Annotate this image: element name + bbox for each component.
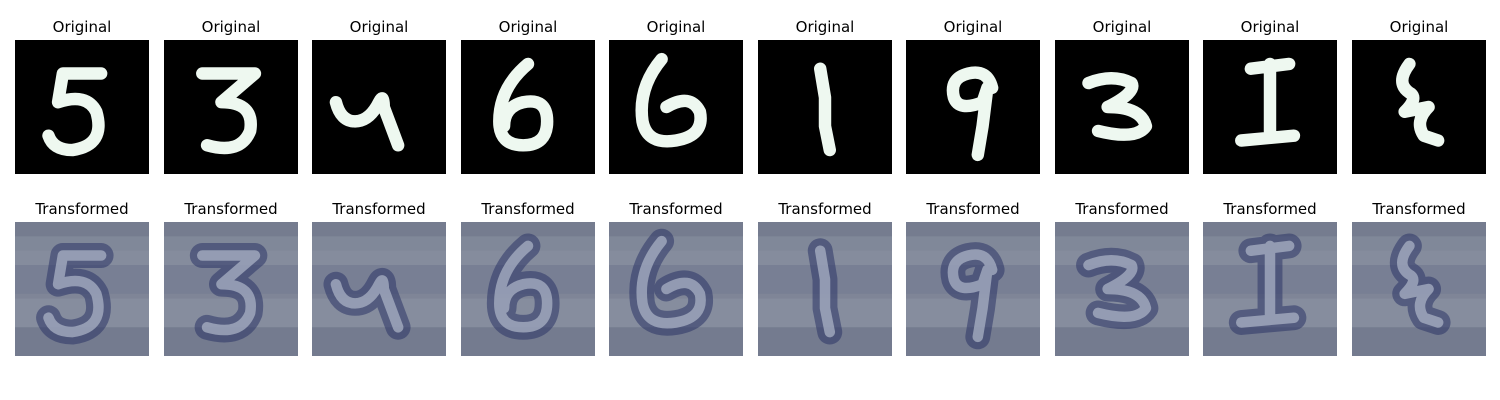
original-digit-image [461,40,595,174]
transformed-caption: Transformed [629,200,723,218]
original-digit-image [1055,40,1189,174]
digit-stroke [813,62,837,157]
original-caption: Original [1240,18,1300,36]
transformed-digit-image [1352,222,1486,356]
digit-stroke [494,240,553,333]
transformed-digit-image [906,222,1040,356]
transformed-digit-image [758,222,892,356]
original-digit-image [906,40,1040,174]
digit-stroke [196,67,262,155]
original-digit-image [1203,40,1337,174]
transformed-caption: Transformed [35,200,129,218]
digit-stroke [1082,72,1153,141]
transformed-caption: Transformed [778,200,872,218]
digit-stroke [197,250,261,336]
digit-stroke [1083,255,1152,323]
digit-stroke [329,92,405,152]
digit-stroke [1236,240,1300,328]
transformed-caption: Transformed [1372,200,1466,218]
original-caption: Original [795,18,855,36]
transformed-digit-image [1055,222,1189,356]
original-digit-image [15,40,149,174]
original-digit-image [164,40,298,174]
original-caption: Original [943,18,1003,36]
original-caption: Original [498,18,558,36]
original-caption: Original [349,18,409,36]
original-caption: Original [646,18,706,36]
transformed-digit-image [164,222,298,356]
original-digit-image [609,40,743,174]
original-digit-image [312,40,446,174]
original-caption: Original [1092,18,1152,36]
transformed-digit-image [312,222,446,356]
transformed-caption: Transformed [481,200,575,218]
noise-band [609,236,743,266]
transformed-digit-image [1203,222,1337,356]
digit-stroke [946,66,999,162]
transformed-caption: Transformed [926,200,1020,218]
digit-stroke [636,235,706,329]
transformed-caption: Transformed [332,200,426,218]
digit-stroke [42,67,108,157]
noise-band [312,327,446,356]
transformed-digit-image [15,222,149,356]
digit-stroke [43,250,107,338]
transformed-caption: Transformed [1223,200,1317,218]
noise-band [1055,327,1189,356]
digit-stroke [493,57,554,152]
digit-stroke [1235,57,1301,147]
original-digit-image [758,40,892,174]
original-digit-image [1352,40,1486,174]
digit-stroke [1397,240,1444,328]
digit-stroke [330,275,404,333]
original-caption: Original [201,18,261,36]
original-caption: Original [1389,18,1449,36]
noise-band [1352,327,1486,356]
transformed-digit-image [609,222,743,356]
digit-stroke [814,245,836,338]
noise-band [312,236,446,266]
original-caption: Original [52,18,112,36]
transformed-caption: Transformed [1075,200,1169,218]
digit-stroke [635,52,707,148]
digit-stroke [1396,57,1445,147]
digit-stroke [947,249,998,343]
transformed-digit-image [461,222,595,356]
transformed-caption: Transformed [184,200,278,218]
